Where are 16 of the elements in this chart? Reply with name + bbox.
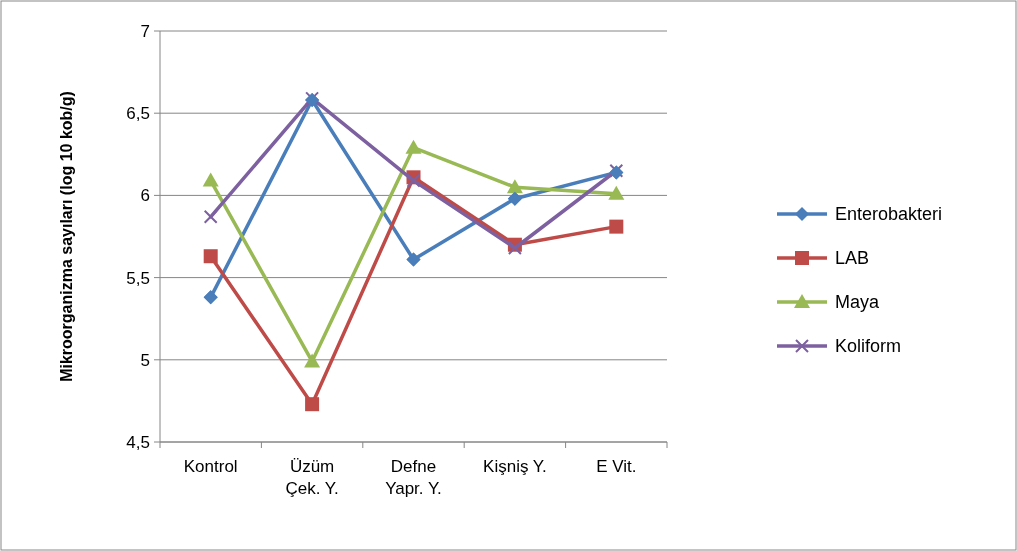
x-tick-label: Defne Yapr. Y. — [385, 457, 442, 498]
x-tick-label: E Vit. — [596, 457, 637, 476]
legend-label: Maya — [835, 292, 880, 313]
x-tick-label: Kontrol — [183, 457, 238, 476]
x-tick-label: Kişniş Y. — [483, 457, 547, 476]
legend-label: Enterobakteri — [835, 204, 943, 225]
y-tick-label: 5 — [140, 350, 150, 370]
y-tick-label: 4,5 — [126, 432, 150, 452]
y-tick-label: 6 — [140, 186, 150, 206]
y-tick-label: 7 — [140, 21, 150, 41]
x-tick-label: Üzüm Çek. Y. — [285, 457, 339, 498]
legend-label: Koliform — [835, 336, 902, 357]
legend-label: LAB — [835, 248, 870, 269]
y-tick-label: 5,5 — [126, 268, 150, 288]
y-axis-title: Mikroorganizma sayıları (log 10 kob/g) — [58, 91, 75, 382]
y-tick-label: 6,5 — [126, 104, 150, 124]
